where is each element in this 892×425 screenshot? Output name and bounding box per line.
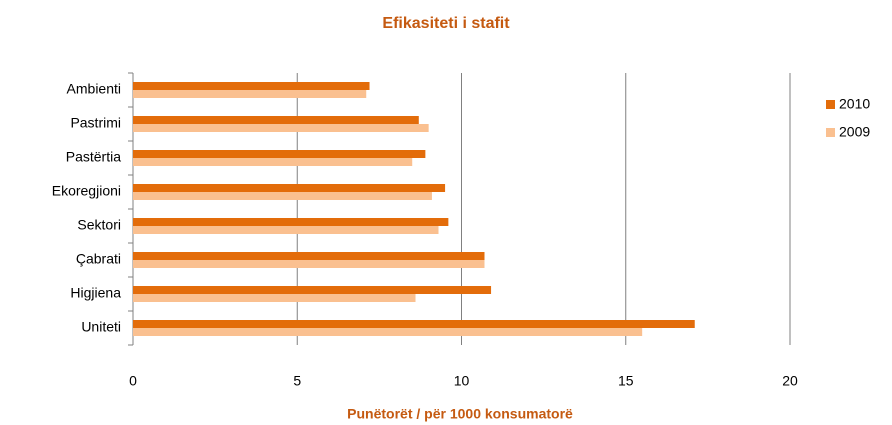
bar (133, 226, 439, 234)
bar (133, 116, 419, 124)
bar (133, 90, 367, 98)
bar (133, 158, 413, 166)
bar (133, 150, 426, 158)
x-tick-label: 5 (293, 373, 301, 389)
y-tick-label: Higjiena (70, 285, 121, 301)
bar (133, 218, 449, 226)
y-tick-label: Çabrati (76, 251, 121, 267)
y-tick-label: Pastrimi (70, 115, 121, 131)
bar (133, 124, 429, 132)
y-tick-label: Ekoregjioni (52, 183, 121, 199)
x-tick-label: 10 (454, 373, 470, 389)
x-tick-label: 15 (618, 373, 634, 389)
x-tick-label: 20 (782, 373, 798, 389)
y-tick-label: Pastërtia (66, 149, 121, 165)
legend-swatch (826, 128, 835, 137)
x-axis-title: Punëtorët / për 1000 konsumatorë (347, 406, 573, 422)
y-tick-label: Ambienti (67, 81, 121, 97)
bar (133, 82, 370, 90)
legend-label: 2010 (839, 96, 870, 112)
bar (133, 184, 446, 192)
legend-swatch (826, 100, 835, 109)
bar (133, 252, 485, 260)
bar (133, 320, 695, 328)
bar (133, 294, 416, 302)
x-tick-label: 0 (129, 373, 137, 389)
bar (133, 286, 492, 294)
legend-label: 2009 (839, 124, 870, 140)
bar (133, 328, 643, 336)
y-tick-label: Uniteti (81, 319, 121, 335)
chart-title: Efikasiteti i stafit (382, 15, 510, 32)
bar (133, 260, 485, 268)
y-tick-label: Sektori (77, 217, 121, 233)
bar (133, 192, 432, 200)
